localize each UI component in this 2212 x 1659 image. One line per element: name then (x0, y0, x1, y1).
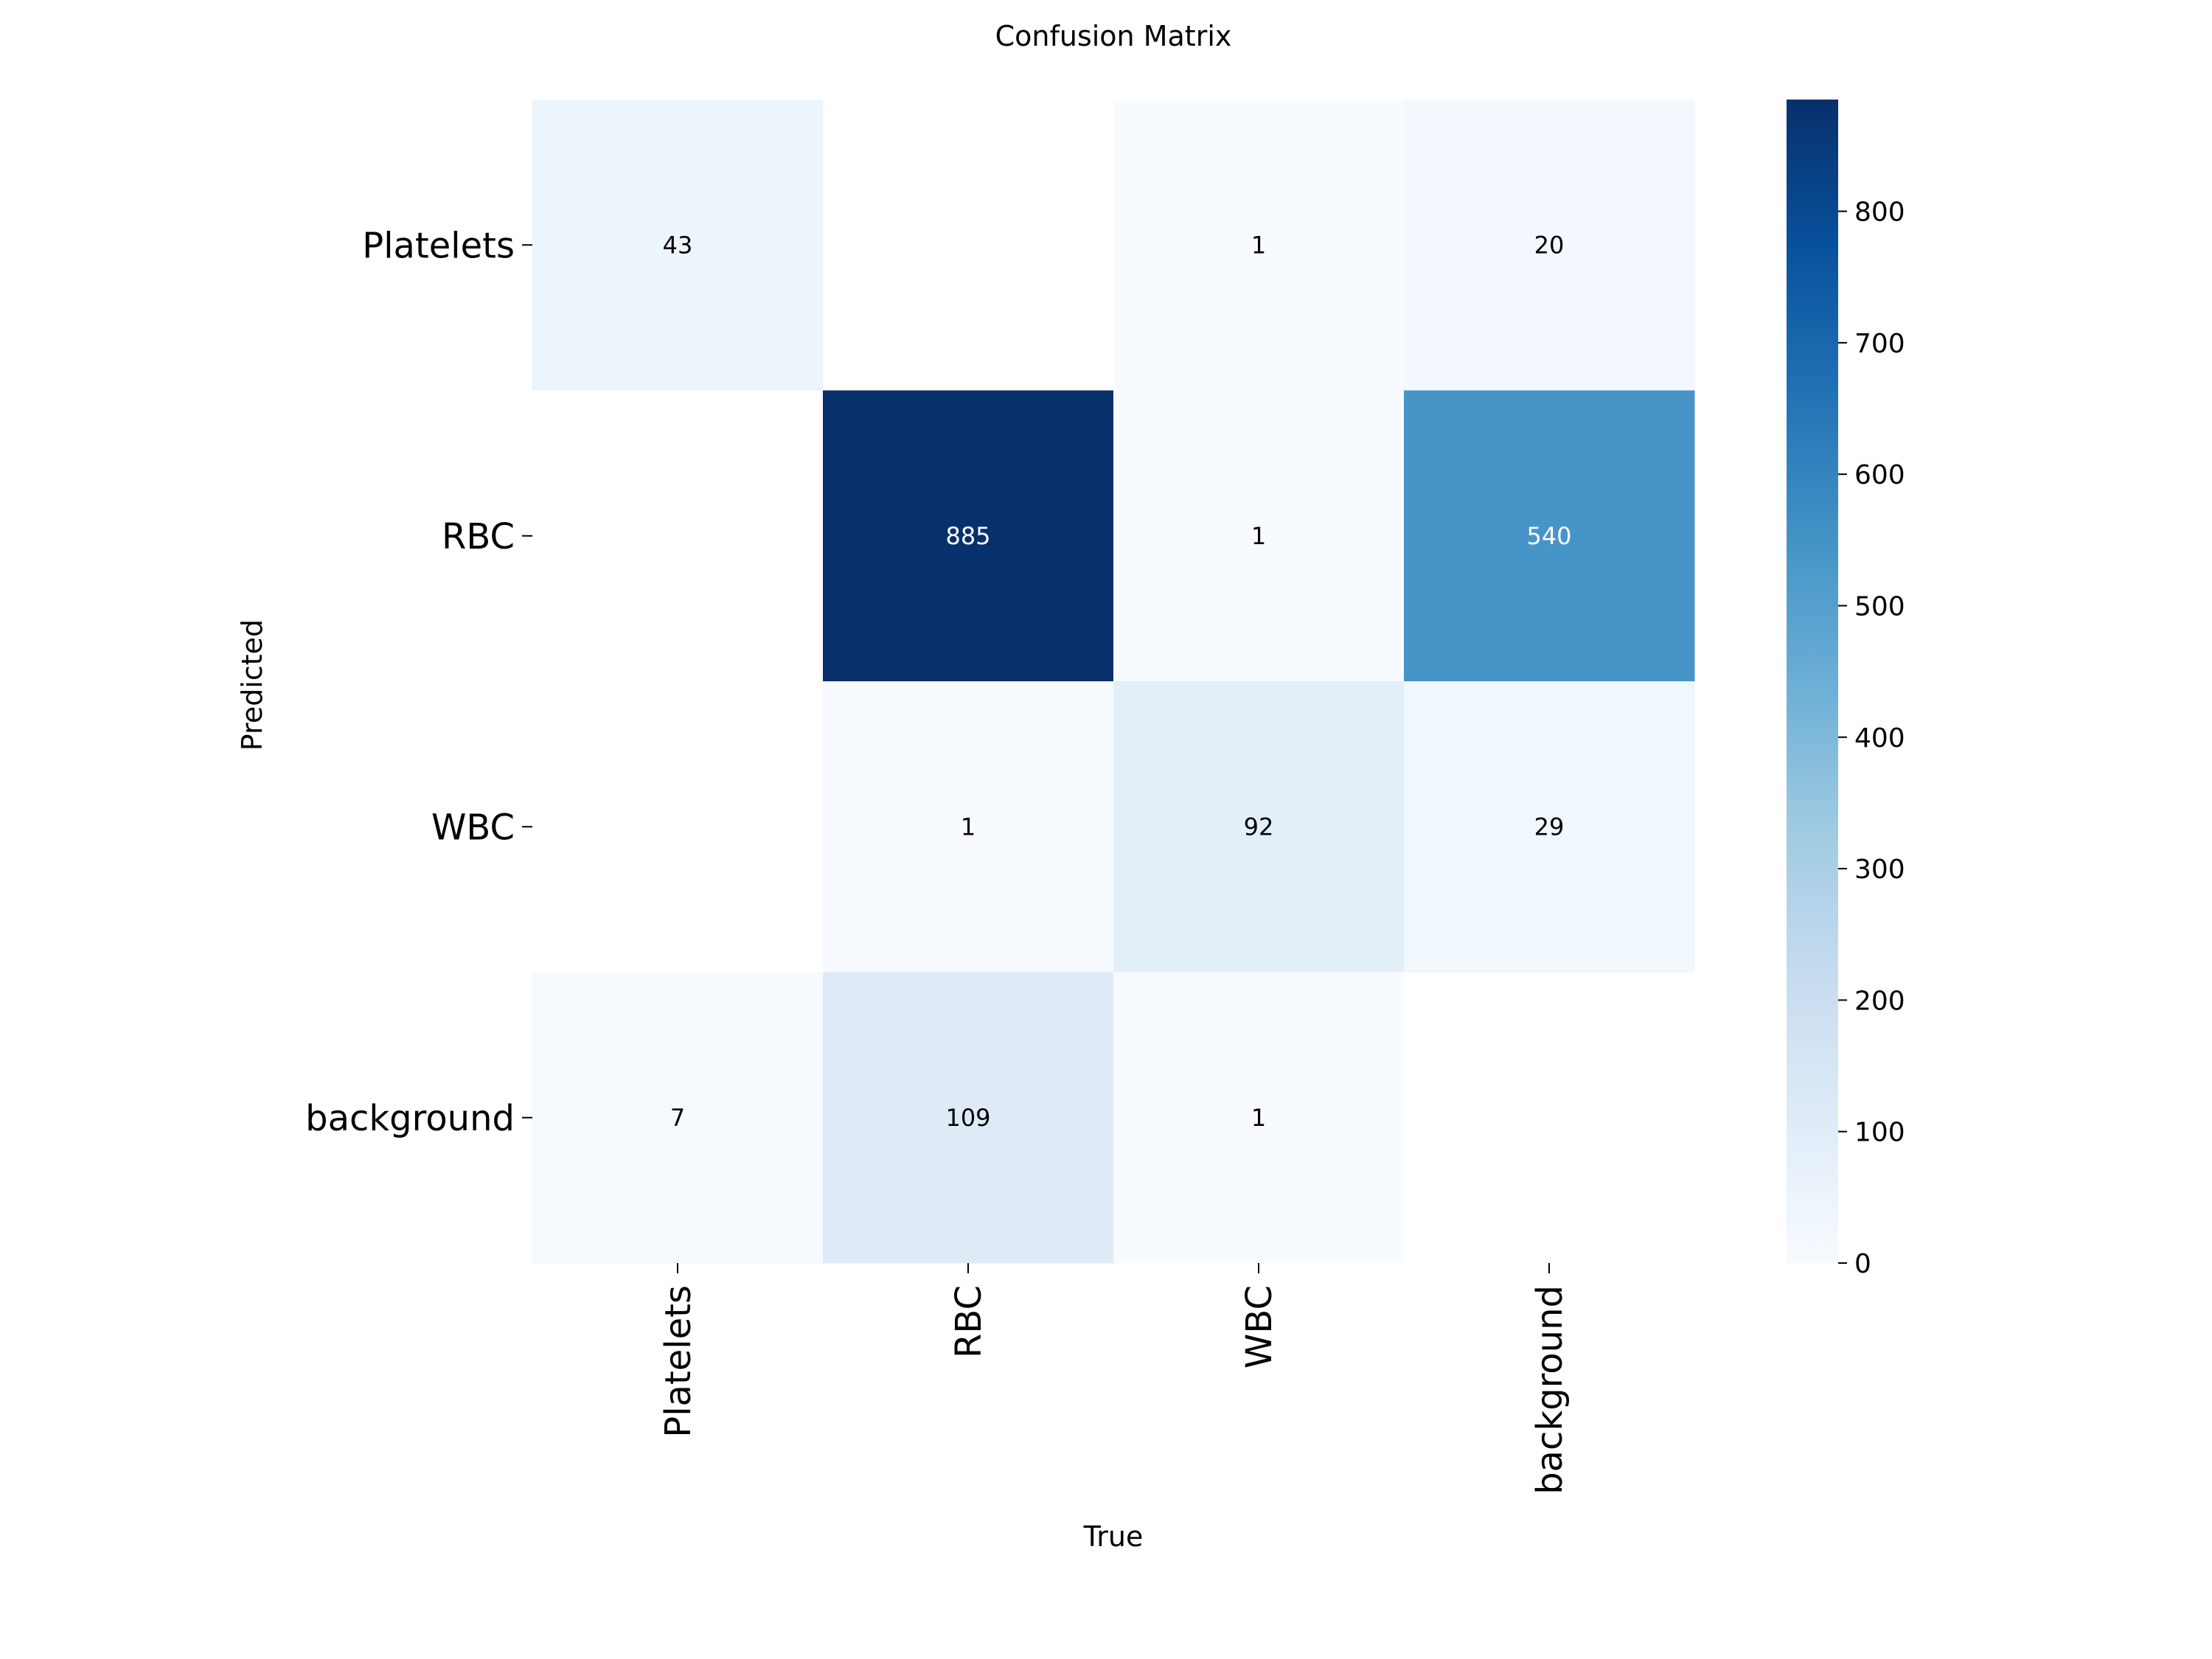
x-tick-labels: Platelets RBC WBC background (658, 1263, 1571, 1495)
colorbar-tick-label: 300 (1854, 855, 1905, 885)
colorbar-tick-label: 0 (1854, 1249, 1871, 1279)
cell-value-label: 540 (1526, 522, 1571, 550)
y-axis-label: Predicted (236, 619, 268, 751)
heatmap-cells: 43 1 20 885 1 540 1 92 29 7 109 1 (532, 100, 1695, 1264)
cell-value-label: 20 (1534, 231, 1565, 259)
heatmap-cell (1404, 100, 1695, 391)
cell-value-label: 1 (1251, 1104, 1266, 1132)
heatmap-cell (1404, 390, 1695, 682)
cell-value-label: 1 (1251, 231, 1266, 259)
colorbar-tick-label: 700 (1854, 329, 1905, 359)
colorbar-tick-label: 600 (1854, 460, 1905, 490)
colorbar-tick-label: 200 (1854, 986, 1905, 1016)
heatmap-cell (532, 972, 824, 1264)
colorbar (1787, 100, 1838, 1263)
cell-value-label: 885 (945, 522, 990, 550)
x-axis-label: True (1083, 1520, 1144, 1553)
heatmap-cell (1404, 681, 1695, 973)
heatmap-cell (823, 972, 1114, 1264)
x-tick-label: WBC (1239, 1285, 1280, 1368)
cell-value-label: 7 (670, 1104, 685, 1132)
heatmap-cell (823, 681, 1114, 973)
cell-value-label: 43 (663, 231, 693, 259)
cell-value-label: 29 (1534, 813, 1565, 841)
colorbar-ticks: 0 100 200 300 400 500 600 700 800 (1838, 198, 1905, 1279)
chart-title: Confusion Matrix (995, 20, 1232, 52)
y-tick-labels: Platelets RBC WBC background (305, 225, 532, 1139)
x-tick-label: RBC (948, 1285, 990, 1358)
x-tick-label: Platelets (658, 1285, 699, 1438)
heatmap-cell (1113, 390, 1405, 682)
colorbar-tick-label: 400 (1854, 723, 1905, 754)
y-tick-label: background (305, 1098, 515, 1139)
x-tick-label: background (1529, 1285, 1571, 1495)
y-tick-label: WBC (431, 807, 515, 848)
y-tick-label: RBC (442, 516, 515, 557)
heatmap-cell (1113, 972, 1405, 1264)
heatmap-cell (532, 100, 824, 391)
heatmap-cell (1113, 100, 1405, 391)
cell-value-label: 1 (961, 813, 975, 841)
colorbar-tick-label: 500 (1854, 591, 1905, 622)
cell-value-label: 109 (945, 1104, 990, 1132)
heatmap-cell (823, 390, 1114, 682)
cell-value-label: 1 (1251, 522, 1266, 550)
colorbar-tick-label: 800 (1854, 198, 1905, 228)
colorbar-tick-label: 100 (1854, 1118, 1905, 1148)
y-tick-label: Platelets (362, 225, 515, 266)
heatmap-cell (1113, 681, 1405, 973)
cell-value-label: 92 (1244, 813, 1274, 841)
